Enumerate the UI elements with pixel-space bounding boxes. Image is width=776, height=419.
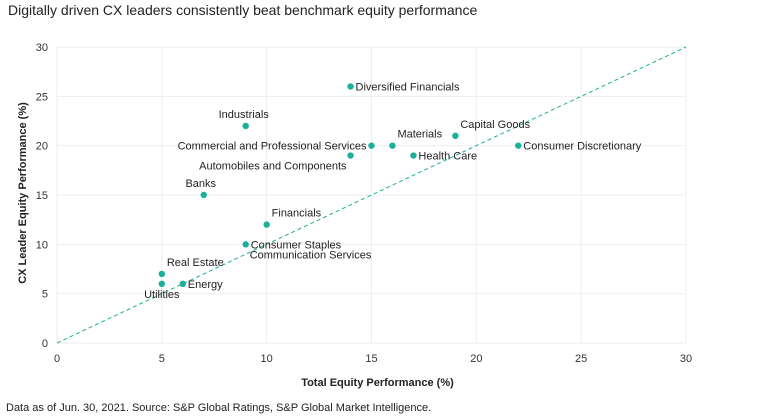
data-point [242,122,249,130]
data-point-label: Consumer Discretionary [523,141,641,153]
parity-line [56,46,687,344]
x-tick-label: 10 [261,353,273,365]
y-tick-label: 30 [36,42,48,54]
data-point-label: Commercial and Professional Services [178,141,367,153]
data-point-label: Industrials [219,109,270,121]
data-point-label: Communication Services [250,249,372,261]
data-point-label: Diversified Financials [356,81,460,93]
x-axis-title: Total Equity Performance (%) [301,377,454,389]
y-tick-label: 5 [42,289,48,301]
y-tick-label: 20 [36,141,48,153]
y-tick-label: 10 [36,239,48,251]
chart-title: Digitally driven CX leaders consistently… [8,2,478,18]
data-point [452,132,459,139]
x-tick-label: 20 [470,353,482,365]
data-point [242,241,249,248]
scatter-chart: 0 5 10 15 20 25 30 0 5 10 15 20 25 30 Total Equity Per… [17,42,692,389]
y-tick-label: 25 [36,91,48,103]
x-tick-label: 30 [680,353,692,365]
y-axis-title: CX Leader Equity Performance (%) [17,102,29,284]
data-point-label: Automobiles and Components [199,161,347,173]
data-point [410,152,417,159]
data-point-label: Financials [272,208,322,220]
data-point [389,142,396,149]
source-footnote: Data as of Jun. 30, 2021. Source: S&P Gl… [6,402,432,414]
x-tick-label: 5 [159,353,165,365]
data-point [200,191,207,199]
data-point-label: Utilities [144,289,180,301]
data-point [368,142,375,149]
data-point [263,221,270,228]
data-point-label: Health Care [418,151,477,163]
data-point [347,83,354,90]
x-tick-label: 15 [365,353,377,365]
data-point [515,142,522,149]
data-point [179,280,186,287]
data-point-label: Materials [397,129,442,141]
x-tick-label: 0 [54,353,60,365]
data-point [158,280,166,287]
x-tick-label: 25 [575,353,587,365]
data-point-label: Energy [188,279,223,291]
data-point [347,152,354,159]
data-point-label: Banks [185,178,216,190]
y-tick-label: 15 [36,190,48,202]
data-point [158,270,166,278]
y-tick-label: 0 [42,338,48,350]
data-point-label: Consumer Staples [251,239,342,251]
data-point-label: Real Estate [167,257,224,269]
data-point-label: Capital Goods [460,119,530,131]
